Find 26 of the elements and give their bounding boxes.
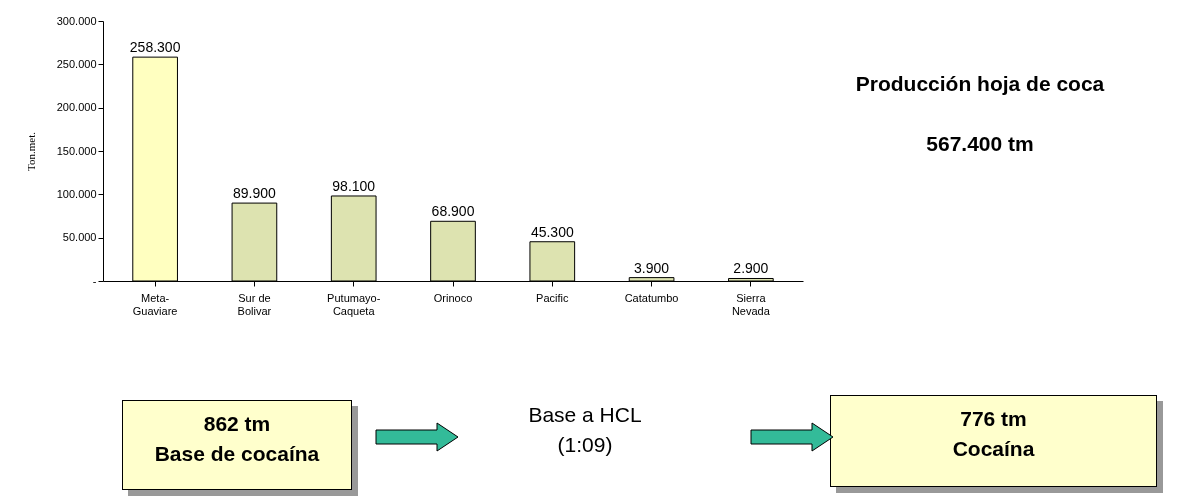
y-tick-label: 250.000 (56, 57, 97, 70)
text: 567.400 tm (926, 132, 1034, 155)
text: (1:09) (557, 433, 613, 456)
x-tick-label: Pacific (536, 291, 569, 304)
data-label: 258.300 (129, 39, 181, 56)
x-tick-label: Catatumbo (624, 291, 679, 304)
data-label: 2.900 (733, 260, 769, 277)
data-label: 45.300 (530, 223, 574, 240)
x-tick-label: Putumayo-Caqueta (327, 291, 381, 317)
y-tick-label: 200.000 (56, 101, 97, 114)
x-tick-label: Sur de Bolivar (237, 291, 272, 317)
x-tick-label: Meta-Guaviare (132, 291, 178, 317)
y-tick-label: 100.000 (56, 187, 97, 200)
x-tick-label: Orinoco (433, 291, 473, 304)
data-label: 98.100 (332, 177, 376, 194)
data-label: 68.900 (431, 203, 475, 220)
y-tick-label: - (92, 274, 97, 287)
y-tick-label: 50.000 (62, 231, 97, 244)
y-axis-title: Ton.met. (24, 131, 37, 171)
data-label: 89.900 (233, 185, 277, 202)
data-label: 3.900 (634, 259, 670, 276)
y-tick-label: 150.000 (56, 144, 97, 157)
y-tick-label: 300.000 (56, 14, 97, 27)
text: Producción hoja de coca (855, 72, 1105, 95)
text: Base a HCL (528, 403, 642, 426)
x-tick-label: Sierra Nevada (731, 291, 771, 317)
